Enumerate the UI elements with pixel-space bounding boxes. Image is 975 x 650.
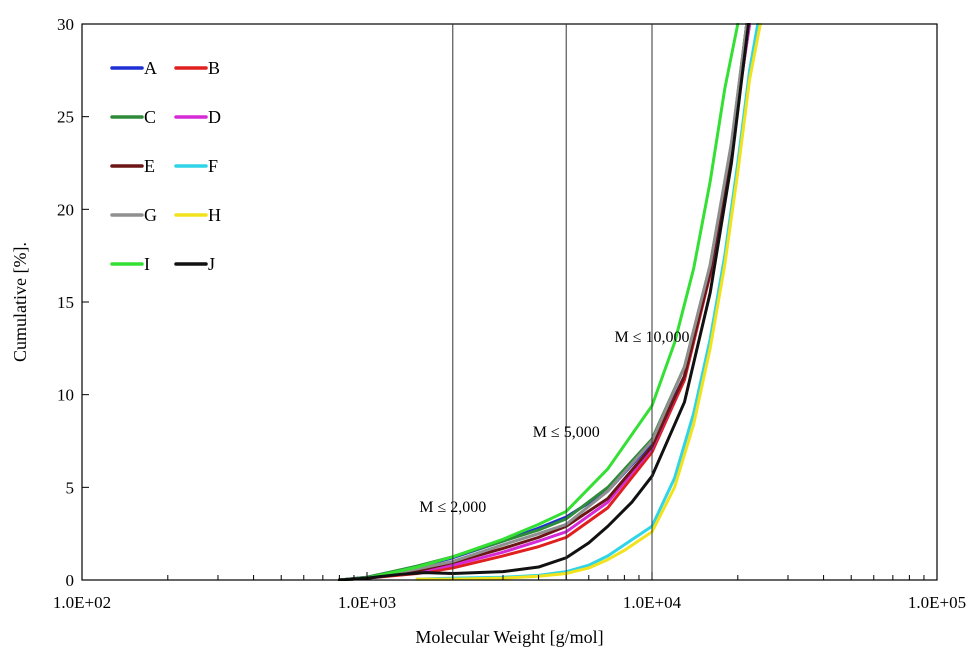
y-tick-label: 0	[66, 571, 75, 590]
x-tick-label: 1.0E+03	[338, 593, 396, 612]
y-axis-ticks: 0 5 10 15 20 25 30	[57, 15, 89, 590]
reference-line-label: M ≤ 5,000	[533, 424, 600, 441]
legend-label-a: A	[144, 58, 157, 78]
legend: A B C D E F G H I J	[110, 58, 221, 274]
reference-lines: M ≤ 2,000 M ≤ 5,000 M ≤ 10,000	[419, 24, 690, 580]
reference-line-label: M ≤ 2,000	[419, 499, 486, 516]
series-line-i	[337, 23, 740, 581]
series-line-j	[337, 23, 750, 581]
reference-line-label: M ≤ 10,000	[614, 329, 689, 346]
x-tick-label: 1.0E+05	[908, 593, 966, 612]
legend-label-b: B	[208, 58, 220, 78]
legend-label-h: H	[208, 205, 221, 225]
x-axis-ticks: 1.0E+02 1.0E+03 1.0E+04 1.0E+05	[53, 572, 966, 612]
legend-label-g: G	[144, 205, 157, 225]
x-tick-label: 1.0E+04	[623, 593, 682, 612]
legend-label-j: J	[208, 254, 215, 274]
series-line-d	[337, 23, 752, 581]
y-tick-label: 25	[57, 108, 74, 127]
legend-label-e: E	[144, 156, 155, 176]
y-tick-label: 20	[57, 200, 74, 219]
y-tick-label: 30	[57, 15, 74, 34]
y-tick-label: 15	[57, 293, 74, 312]
y-tick-label: 5	[66, 478, 75, 497]
legend-label-f: F	[208, 156, 218, 176]
x-tick-label: 1.0E+02	[53, 593, 111, 612]
series-line-h	[415, 23, 762, 581]
x-axis-label: Molecular Weight [g/mol]	[415, 627, 603, 647]
y-tick-label: 10	[57, 386, 74, 405]
plot-area	[337, 23, 762, 581]
legend-label-c: C	[144, 107, 156, 127]
legend-label-d: D	[208, 107, 221, 127]
legend-label-i: I	[144, 254, 150, 274]
y-axis-label: Cumulative [%].	[10, 242, 30, 362]
series-line-b	[337, 23, 752, 581]
